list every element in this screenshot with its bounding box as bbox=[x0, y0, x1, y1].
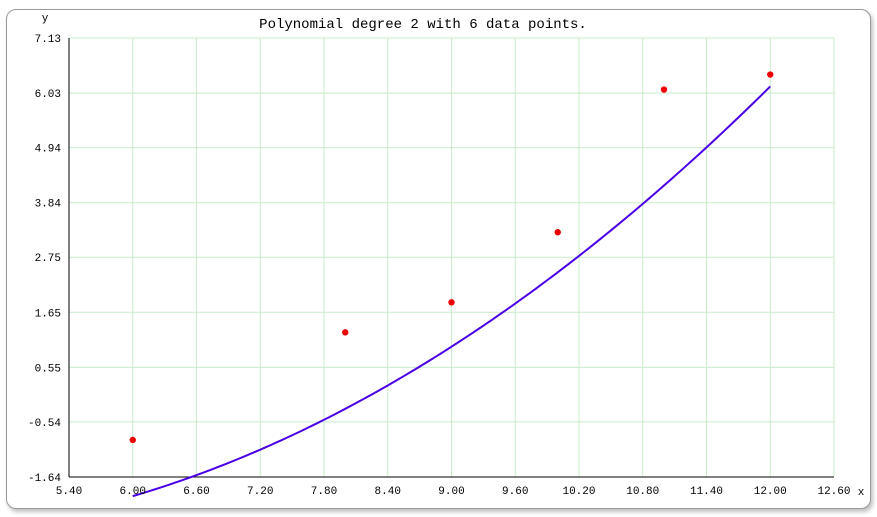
x-tick-label: 10.20 bbox=[562, 486, 595, 498]
y-tick-label: 6.03 bbox=[35, 89, 61, 101]
fit-curve-layer bbox=[132, 85, 771, 498]
y-tick-label: 1.65 bbox=[35, 308, 61, 320]
chart-title: Polynomial degree 2 with 6 data points. bbox=[259, 17, 587, 33]
grid bbox=[68, 37, 835, 478]
x-axis-label: x bbox=[858, 487, 865, 499]
x-tick-label: 5.40 bbox=[56, 486, 82, 498]
data-point bbox=[129, 436, 136, 444]
y-tick-label: 7.13 bbox=[35, 34, 61, 46]
data-point bbox=[554, 229, 561, 236]
chart-panel: 5.40 6.00 6.60 7.20 7.80 8.40 9.00 9.60 10.20 10.… bbox=[6, 9, 871, 509]
x-tick-label: 9.60 bbox=[502, 486, 528, 498]
chart: 5.40 6.00 6.60 7.20 7.80 8.40 9.00 9.60 10.20 10.… bbox=[28, 13, 865, 499]
x-tick-label: 11.40 bbox=[690, 486, 723, 498]
y-axis-label: y bbox=[42, 13, 49, 25]
x-tick-label: 6.00 bbox=[120, 486, 146, 498]
x-tick-label: 12.60 bbox=[817, 486, 850, 498]
data-point bbox=[342, 329, 349, 336]
x-tick-label: 10.80 bbox=[626, 486, 659, 498]
y-tick-label: -0.54 bbox=[28, 418, 61, 430]
x-tick-label: 12.00 bbox=[754, 486, 787, 498]
data-point bbox=[767, 71, 774, 78]
x-tick-label: 9.00 bbox=[438, 486, 464, 498]
fit-curve bbox=[132, 85, 771, 498]
y-tick-label: 2.75 bbox=[35, 253, 61, 265]
data-point bbox=[448, 299, 455, 306]
data-point bbox=[660, 86, 668, 93]
x-tick-labels: 5.40 6.00 6.60 7.20 7.80 8.40 9.00 9.60 10.20 10.… bbox=[56, 486, 851, 498]
y-tick-labels: 7.13 6.03 4.94 3.84 2.75 1.65 0.55 -0.54 -1.64 bbox=[28, 34, 61, 485]
data-points-layer bbox=[129, 71, 774, 444]
y-tick-label: 3.84 bbox=[35, 199, 62, 211]
x-tick-label: 7.80 bbox=[311, 486, 337, 498]
x-tick-label: 7.20 bbox=[247, 486, 273, 498]
y-tick-label: 0.55 bbox=[35, 363, 61, 375]
axes bbox=[68, 38, 834, 478]
x-tick-label: 6.60 bbox=[183, 486, 209, 498]
x-tick-label: 8.40 bbox=[375, 486, 401, 498]
y-tick-label: -1.64 bbox=[28, 473, 61, 485]
y-tick-label: 4.94 bbox=[35, 144, 62, 156]
